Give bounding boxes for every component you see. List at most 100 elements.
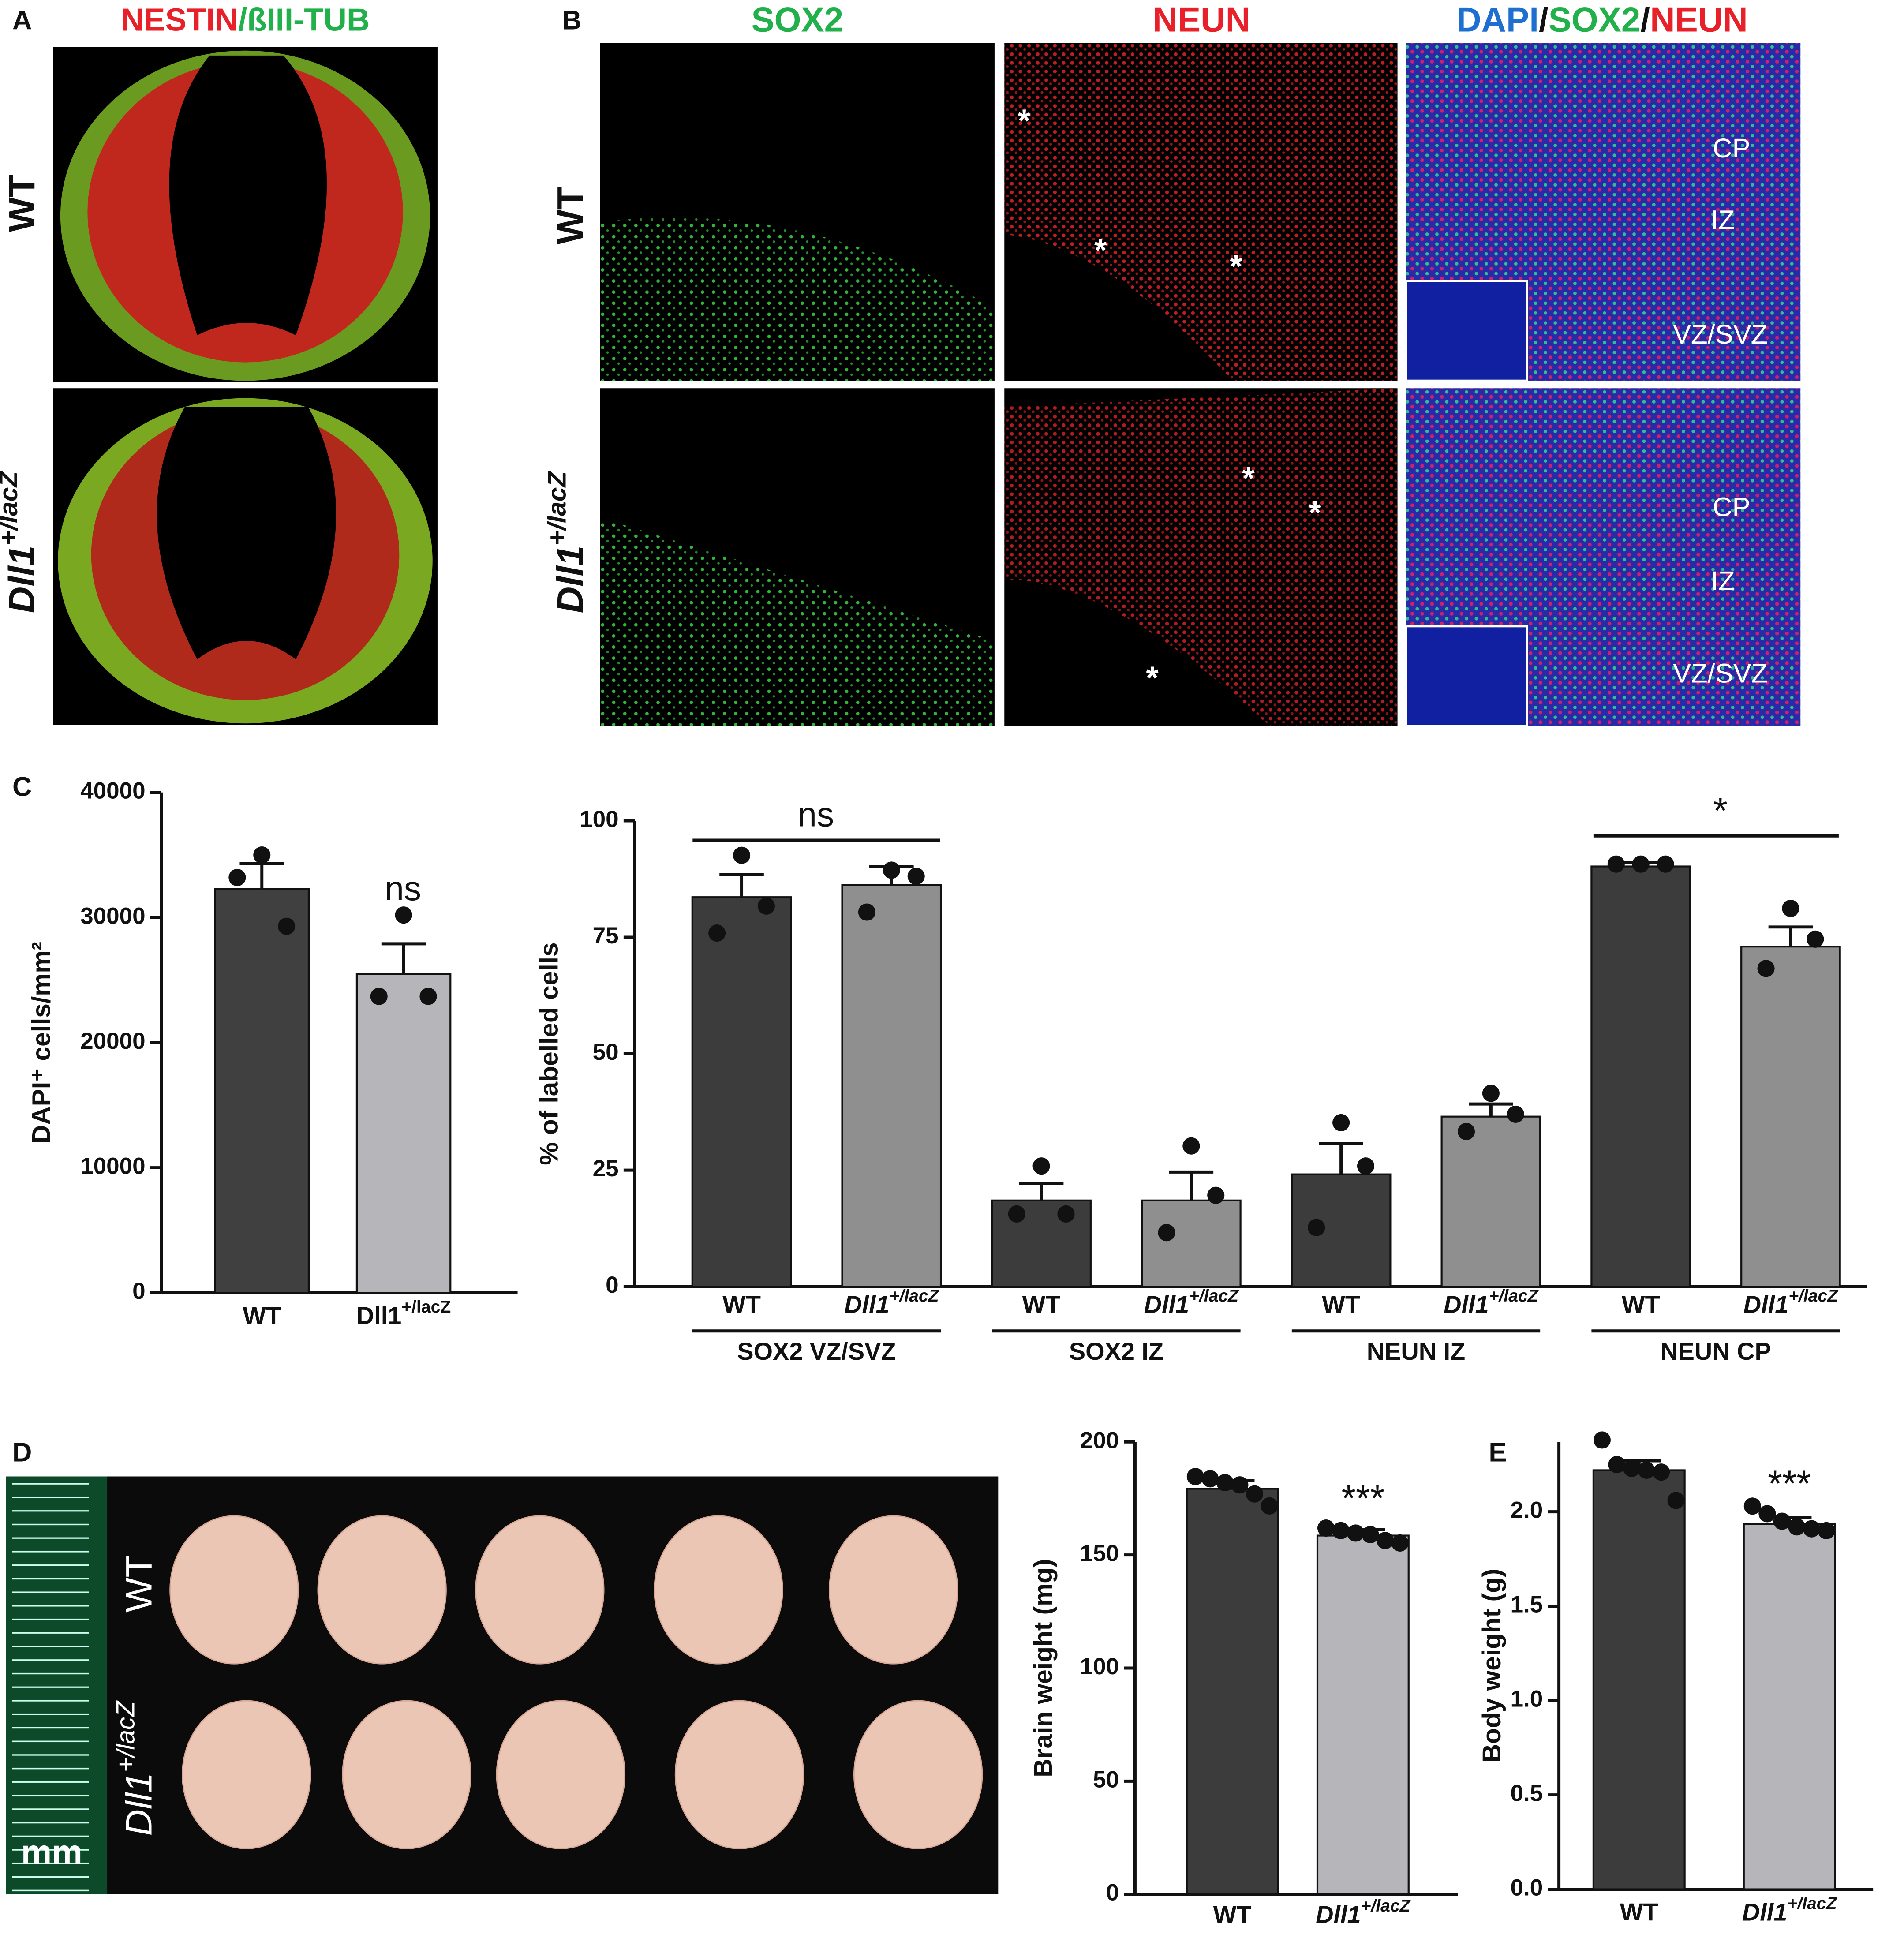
y-axis-label: DAPI⁺ cells/mm²: [27, 942, 56, 1144]
text-part: +/lacZ: [0, 471, 23, 546]
data-point: [1818, 1522, 1835, 1539]
data-point: [1638, 1461, 1655, 1479]
data-point: [419, 988, 437, 1005]
scale-label: mm: [21, 1833, 82, 1871]
bar: [355, 973, 452, 1294]
annotation: ***: [1768, 1463, 1811, 1504]
x-tick-label: WT: [1622, 1291, 1660, 1318]
data-point: [1216, 1474, 1234, 1492]
data-point: [1788, 1518, 1806, 1536]
zone-label: VZ/SVZ: [1673, 658, 1768, 689]
data-point: [1632, 855, 1650, 873]
panel-letter: D: [12, 1437, 32, 1467]
data-point: [708, 924, 726, 942]
y-tick-label: 30000: [80, 903, 146, 929]
y-tick-label: 0.5: [1511, 1781, 1543, 1807]
data-point: [1008, 1205, 1025, 1223]
y-tick-label: 50: [593, 1039, 619, 1065]
bar: [1740, 946, 1841, 1288]
data-point: [1782, 900, 1799, 917]
data-point: [757, 897, 775, 915]
y-tick-label: 0: [132, 1278, 146, 1304]
data-point: [1186, 1468, 1204, 1485]
x-tick-label: WT: [1022, 1291, 1061, 1318]
text-part: NEUN: [1153, 0, 1251, 39]
marker: *: [1146, 660, 1159, 696]
text-part: Dll1: [356, 1302, 401, 1329]
micrograph-b: [600, 43, 1801, 727]
data-point: [1743, 1497, 1761, 1515]
x-tick-label: Dll1+/lacZ: [844, 1287, 940, 1318]
y-tick-label: 2.0: [1511, 1497, 1543, 1523]
data-point: [1317, 1519, 1335, 1537]
y-axis-label: % of labelled cells: [535, 942, 563, 1165]
annotation: ns: [385, 869, 421, 908]
data-point: [1332, 1114, 1350, 1131]
data-point: [1347, 1524, 1365, 1542]
data-point: [278, 917, 296, 935]
panel-letter: C: [12, 772, 32, 802]
row-label: WT: [549, 187, 591, 244]
error-bar: [1319, 1142, 1363, 1175]
error-bar: [239, 862, 284, 889]
data-point: [1607, 855, 1625, 873]
text-part: +/lacZ: [1361, 1897, 1411, 1916]
x-tick-label: Dll1+/lacZ: [1144, 1287, 1240, 1318]
marker: *: [1018, 103, 1031, 139]
data-point: [1261, 1497, 1278, 1515]
marker: *: [1242, 460, 1255, 496]
bar: [1592, 1469, 1686, 1890]
y-tick-label: 40000: [80, 778, 146, 804]
x-tick-label: WT: [1620, 1898, 1658, 1926]
bar: [214, 888, 310, 1294]
text-part: /: [1539, 0, 1549, 39]
marker: *: [1309, 495, 1321, 531]
data-point: [1593, 1431, 1611, 1449]
y-tick-label: 50: [1093, 1766, 1119, 1792]
data-point: [1246, 1485, 1264, 1503]
data-point: [1807, 930, 1824, 948]
group-label: SOX2 IZ: [1069, 1337, 1163, 1365]
text-part: SOX2: [1549, 0, 1641, 39]
bar: [1141, 1199, 1242, 1288]
error-bar: [381, 942, 426, 974]
zone-label: IZ: [1711, 205, 1735, 235]
text-part: DAPI: [1456, 0, 1539, 39]
y-axis-label: Brain weight (mg): [1029, 1559, 1058, 1777]
data-point: [1207, 1186, 1225, 1204]
text-part: +/lacZ: [542, 471, 571, 546]
row-label: Dll1+/lacZ: [542, 471, 591, 614]
zone-label: CP: [1713, 492, 1750, 522]
annotation: ns: [797, 795, 834, 834]
row-label: Dll1+/lacZ: [0, 471, 42, 614]
x-tick-label: WT: [1322, 1291, 1360, 1318]
data-point: [1057, 1205, 1075, 1223]
x-tick-label: Dll1+/lacZ: [1743, 1287, 1839, 1318]
panel-letter: E: [1489, 1437, 1507, 1467]
group-label: NEUN CP: [1660, 1337, 1771, 1365]
text-part: Dll1: [1, 546, 42, 614]
data-point: [1457, 1122, 1475, 1141]
marker: *: [1094, 232, 1107, 268]
data-point: [253, 846, 271, 864]
data-point: [1182, 1137, 1200, 1155]
data-point: [907, 868, 925, 885]
data-point: [1652, 1463, 1670, 1481]
error-bar: [1768, 925, 1813, 947]
data-point: [1332, 1522, 1350, 1539]
panel-title: NEUN: [1153, 0, 1251, 39]
text-part: Dll1: [1144, 1291, 1189, 1318]
x-tick-label: Dll1+/lacZ: [1444, 1287, 1539, 1318]
data-point: [1158, 1224, 1175, 1242]
bar: [1316, 1534, 1410, 1895]
bar: [1186, 1488, 1279, 1895]
y-tick-label: 0.0: [1511, 1875, 1543, 1901]
text-part: Dll1: [118, 1772, 159, 1836]
bar: [1440, 1115, 1541, 1288]
data-point: [1758, 1505, 1776, 1523]
text-part: +/lacZ: [890, 1287, 940, 1306]
text-part: Dll1: [844, 1291, 889, 1318]
text-part: Dll1: [1316, 1901, 1361, 1928]
x-tick-label: Dll1+/lacZ: [1316, 1897, 1411, 1928]
text-part: +/lacZ: [401, 1298, 451, 1317]
